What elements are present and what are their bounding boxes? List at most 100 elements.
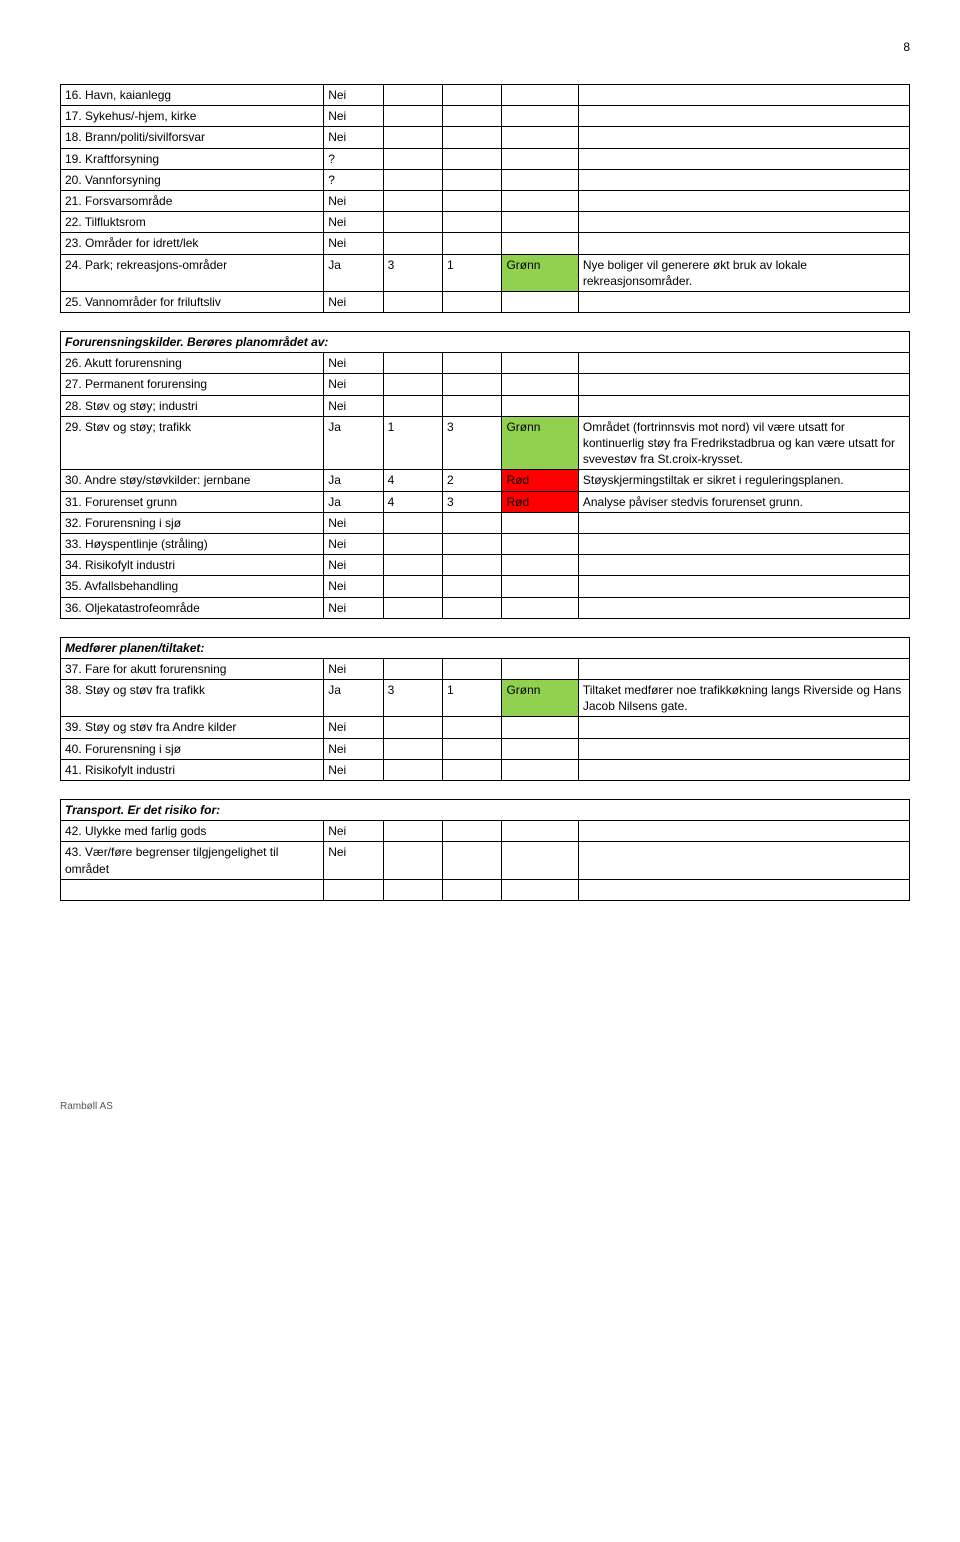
- empty-cell: [61, 879, 324, 900]
- row-label: 35. Avfallsbehandling: [61, 576, 324, 597]
- page-number: 8: [60, 40, 910, 54]
- table-row: 24. Park; rekreasjons-områderJa31GrønnNy…: [61, 254, 910, 291]
- row-yn: Nei: [324, 533, 383, 554]
- row-label: 23. Områder for idrett/lek: [61, 233, 324, 254]
- row-label: 42. Ulykke med farlig gods: [61, 821, 324, 842]
- row-yn: Nei: [324, 717, 383, 738]
- row-label: 29. Støv og støy; trafikk: [61, 416, 324, 470]
- row-yn: Nei: [324, 190, 383, 211]
- row-n2: [443, 842, 502, 879]
- row-note: [578, 106, 909, 127]
- row-yn: ?: [324, 169, 383, 190]
- empty-cell: [443, 879, 502, 900]
- row-n1: [383, 533, 442, 554]
- row-n2: [443, 738, 502, 759]
- row-yn: Ja: [324, 680, 383, 717]
- row-n1: 4: [383, 491, 442, 512]
- section-header-text: Medfører planen/tiltaket:: [61, 637, 910, 658]
- row-note: Tiltaket medfører noe trafikkøkning lang…: [578, 680, 909, 717]
- row-yn: Nei: [324, 106, 383, 127]
- row-label: 20. Vannforsyning: [61, 169, 324, 190]
- row-note: [578, 169, 909, 190]
- row-n1: [383, 821, 442, 842]
- row-n2: [443, 169, 502, 190]
- row-yn: Ja: [324, 470, 383, 491]
- row-yn: Nei: [324, 85, 383, 106]
- empty-cell: [578, 879, 909, 900]
- row-label: 32. Forurensning i sjø: [61, 512, 324, 533]
- row-n1: [383, 717, 442, 738]
- table-row: 30. Andre støy/støvkilder: jernbaneJa42R…: [61, 470, 910, 491]
- row-note: Nye boliger vil generere økt bruk av lok…: [578, 254, 909, 291]
- row-n1: [383, 658, 442, 679]
- row-n2: [443, 821, 502, 842]
- row-label: 43. Vær/føre begrenser tilgjengelighet t…: [61, 842, 324, 879]
- row-note: Analyse påviser stedvis forurenset grunn…: [578, 491, 909, 512]
- table-row: 27. Permanent forurensingNei: [61, 374, 910, 395]
- table-section-2: Forurensningskilder. Berøres planområdet…: [60, 331, 910, 619]
- row-note: Støyskjermingstiltak er sikret i reguler…: [578, 470, 909, 491]
- row-color: [502, 127, 578, 148]
- row-color: [502, 759, 578, 780]
- row-color: [502, 233, 578, 254]
- table-row: 28. Støv og støy; industriNei: [61, 395, 910, 416]
- row-label: 19. Kraftforsyning: [61, 148, 324, 169]
- row-note: [578, 821, 909, 842]
- row-n1: [383, 597, 442, 618]
- table-row: 38. Støy og støv fra trafikkJa31GrønnTil…: [61, 680, 910, 717]
- row-n1: [383, 395, 442, 416]
- row-n2: [443, 512, 502, 533]
- row-note: [578, 148, 909, 169]
- row-n1: 4: [383, 470, 442, 491]
- row-label: 28. Støv og støy; industri: [61, 395, 324, 416]
- section-header-row: Forurensningskilder. Berøres planområdet…: [61, 332, 910, 353]
- table-row: 40. Forurensning i sjøNei: [61, 738, 910, 759]
- row-yn: Ja: [324, 254, 383, 291]
- row-label: 16. Havn, kaianlegg: [61, 85, 324, 106]
- row-n2: [443, 576, 502, 597]
- table-row: 29. Støv og støy; trafikkJa13GrønnOmråde…: [61, 416, 910, 470]
- row-n2: [443, 374, 502, 395]
- row-yn: Nei: [324, 512, 383, 533]
- row-color: Grønn: [502, 254, 578, 291]
- row-label: 24. Park; rekreasjons-områder: [61, 254, 324, 291]
- row-note: [578, 658, 909, 679]
- table-row: 22. TilfluktsromNei: [61, 212, 910, 233]
- row-note: [578, 233, 909, 254]
- row-note: [578, 512, 909, 533]
- table-row: 17. Sykehus/-hjem, kirkeNei: [61, 106, 910, 127]
- row-note: [578, 353, 909, 374]
- row-label: 17. Sykehus/-hjem, kirke: [61, 106, 324, 127]
- row-yn: Nei: [324, 212, 383, 233]
- row-color: Grønn: [502, 680, 578, 717]
- row-n1: [383, 759, 442, 780]
- row-yn: Nei: [324, 395, 383, 416]
- row-note: [578, 212, 909, 233]
- row-n2: 1: [443, 254, 502, 291]
- row-color: [502, 353, 578, 374]
- row-n2: [443, 597, 502, 618]
- table-row: 33. Høyspentlinje (stråling)Nei: [61, 533, 910, 554]
- row-yn: Nei: [324, 127, 383, 148]
- row-n1: [383, 85, 442, 106]
- row-n1: [383, 576, 442, 597]
- table-row: 32. Forurensning i sjøNei: [61, 512, 910, 533]
- row-color: [502, 374, 578, 395]
- row-n2: [443, 555, 502, 576]
- row-label: 27. Permanent forurensing: [61, 374, 324, 395]
- row-n2: [443, 190, 502, 211]
- row-n2: [443, 148, 502, 169]
- row-yn: Nei: [324, 842, 383, 879]
- table-row: 20. Vannforsyning?: [61, 169, 910, 190]
- section-header-row: Transport. Er det risiko for:: [61, 800, 910, 821]
- row-yn: Nei: [324, 233, 383, 254]
- row-yn: Nei: [324, 576, 383, 597]
- row-color: [502, 533, 578, 554]
- table-row: 34. Risikofylt industriNei: [61, 555, 910, 576]
- table-row: 42. Ulykke med farlig godsNei: [61, 821, 910, 842]
- row-note: [578, 190, 909, 211]
- row-color: [502, 658, 578, 679]
- section-header-row: Medfører planen/tiltaket:: [61, 637, 910, 658]
- row-note: Området (fortrinnsvis mot nord) vil være…: [578, 416, 909, 470]
- row-n2: [443, 212, 502, 233]
